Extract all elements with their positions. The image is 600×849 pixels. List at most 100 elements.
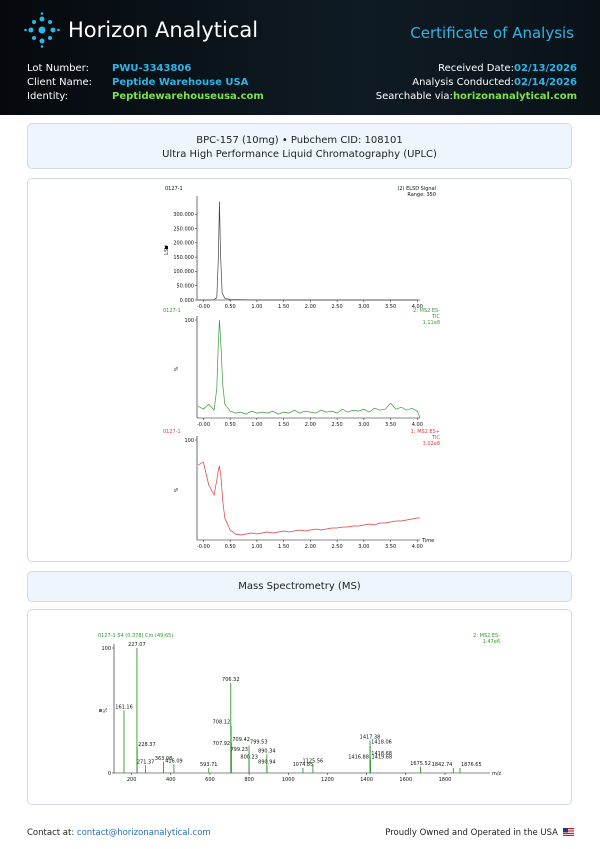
x-tick-label: 3.00: [358, 304, 369, 310]
email[interactable]: contact@horizonanalytical.com: [76, 828, 211, 838]
peak-label: 227.07: [128, 642, 146, 648]
annotation: TIC: [431, 435, 441, 441]
y-tick-label: 100: [184, 438, 194, 444]
y-tick-label: 100: [184, 318, 194, 324]
label: Received Date:: [438, 63, 515, 74]
info-row: Client Name:: [27, 77, 92, 88]
x-tick-label: 3.50: [385, 304, 396, 310]
x-tick-label: 4.00: [412, 422, 423, 428]
peak-label: 799.53: [250, 740, 268, 746]
lot: PWU-3343806: [112, 63, 192, 74]
peak-label: 363.08: [155, 756, 173, 762]
x-tick-label: -0.00: [197, 304, 210, 310]
x-tick-label: 4.00: [412, 304, 423, 310]
peak-label: 890.94: [258, 760, 276, 766]
contact: Contact at: contact@horizonanalytical.co…: [27, 828, 211, 838]
y-tick-label: 0.000: [180, 298, 194, 304]
x-tick-label: -0.00: [197, 544, 210, 550]
peak-label: 707.92: [213, 741, 231, 747]
uplc-line: Ultra High Performance Liquid Chromatogr…: [162, 149, 437, 160]
peak-label: 1125.56: [303, 758, 324, 764]
peak-label: 1416.88: [348, 755, 369, 761]
y-axis-label: %: [103, 708, 109, 713]
y-tick-label: 150.000: [173, 255, 194, 261]
peak-label: 1074.85: [293, 762, 314, 768]
made-in: Proudly Owned and Operated in the USA: [385, 828, 558, 838]
peak-label: 271.37: [137, 760, 155, 766]
x-tick-label: 0.50: [225, 544, 236, 550]
ms-card: [27, 609, 572, 805]
peak-label: 1417.38: [360, 735, 381, 741]
x-tick-label: 3.00: [358, 544, 369, 550]
peak-label: 1876.65: [461, 762, 482, 768]
peak-label: 706.32: [222, 677, 240, 683]
trace: [197, 461, 420, 536]
peak-label: 1675.52: [410, 761, 431, 767]
y-tick-label: 0: [108, 771, 111, 777]
y-tick-label: 100: [101, 646, 111, 652]
x-tick-label: 200: [127, 777, 137, 783]
y-tick-label: 200.000: [173, 241, 194, 247]
x-tick-label: 1400: [360, 777, 373, 783]
x-tick-label: 400: [166, 777, 176, 783]
y-axis-label: %: [174, 366, 180, 371]
peak-label: 228.37: [138, 742, 156, 748]
y-axis-label: LSU: [164, 245, 170, 255]
annotation: 3.02e8: [423, 441, 440, 447]
x-tick-label: 4.00: [412, 544, 423, 550]
chart-title: 0127-1: [163, 429, 181, 435]
client: Peptide Warehouse USA: [112, 77, 249, 88]
x-tick-label: 3.50: [385, 422, 396, 428]
x-tick-label: 2.50: [332, 544, 343, 550]
info-row: Lot Number:: [27, 63, 89, 74]
uplc-line: BPC-157 (10mg) • Pubchem CID: 108101: [196, 135, 403, 146]
label: Identity:: [27, 91, 68, 102]
y-axis-label: %: [174, 487, 180, 492]
x-tick-label: 1.00: [251, 304, 262, 310]
peak-label: 709.42: [232, 737, 250, 743]
annotation: 1.11e8: [423, 320, 440, 326]
x-tick-label: 3.00: [358, 422, 369, 428]
x-tick-label: 1.50: [278, 304, 289, 310]
peak-label: 593.71: [200, 762, 218, 768]
x-tick-label: 2.00: [305, 304, 316, 310]
peak-label: 890.34: [258, 748, 276, 754]
x-tick-label: 1000: [282, 777, 295, 783]
x-tick-label: 0.50: [225, 304, 236, 310]
ms-header: Mass Spectrometry (MS): [27, 571, 572, 602]
peak-label: 1842.74: [432, 762, 453, 768]
logo: [24, 12, 60, 48]
peak-label: 800.23: [240, 755, 258, 761]
x-tick-label: 1.50: [278, 544, 289, 550]
x-tick-label: 2.50: [332, 304, 343, 310]
label: Searchable via:: [375, 91, 453, 102]
x-axis-label: m/z: [492, 771, 502, 777]
x-tick-label: 600: [205, 777, 215, 783]
peak-label: 416.09: [165, 758, 183, 764]
peak-label: 799.23: [230, 747, 248, 753]
identity: Peptidewarehouseusa.com: [112, 91, 264, 102]
uplc-header: BPC-157 (10mg) • Pubchem CID: 108101 Ult…: [27, 123, 572, 169]
trace: [198, 201, 418, 301]
conducted: 02/14/2026: [514, 77, 577, 88]
annotation: 2: MS2 ES-: [413, 308, 440, 314]
x-tick-label: 2.00: [305, 422, 316, 428]
x-axis-label: Time: [421, 538, 434, 544]
header: Horizon Analytical Certificate of Analys…: [0, 0, 600, 115]
chromatogram-card: [27, 178, 572, 562]
x-tick-label: -0.00: [197, 422, 210, 428]
trace: [197, 319, 421, 419]
chart-title: 0127-1 54 (0.378) Cm (49:65): [98, 633, 173, 639]
annotation: Range: 350: [407, 192, 436, 198]
peak-label: 1419.68: [371, 755, 392, 761]
info-row: Received Date:02/13/2026: [438, 63, 577, 74]
annotation: TIC: [431, 314, 441, 320]
label: Analysis Conducted:: [412, 77, 515, 88]
label: Lot Number:: [27, 63, 89, 74]
x-tick-label: 1.50: [278, 422, 289, 428]
info-row: Searchable via:horizonanalytical.com: [376, 91, 577, 102]
peak-label: 1418.06: [371, 740, 392, 746]
x-tick-label: 1600: [399, 777, 412, 783]
x-tick-label: 1.00: [251, 544, 262, 550]
